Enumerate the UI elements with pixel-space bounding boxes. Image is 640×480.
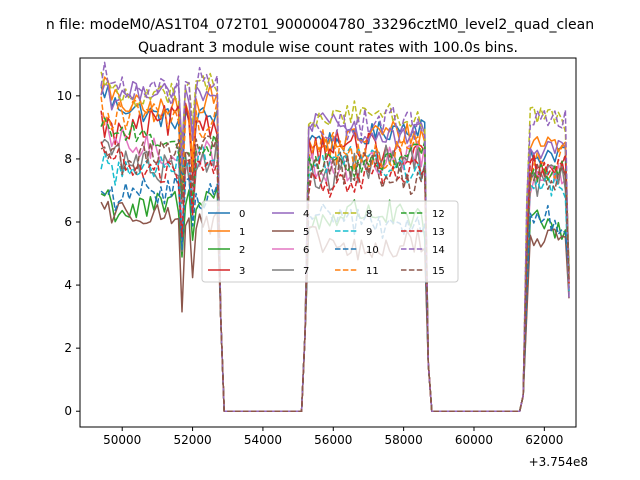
legend-label-15: 15 [432,266,445,277]
series-line-15 [100,134,570,412]
legend-label-10: 10 [366,245,379,256]
plot-area: 50000 52000 54000 56000 58000 60000 62000 0 2 4 6… [57,57,577,447]
x-tick-label: 58000 [385,433,423,447]
y-tick-label: 4 [64,278,72,292]
legend-label-7: 7 [303,266,309,277]
y-tick-label: 0 [64,404,72,418]
series-line-14 [100,61,570,412]
y-tick-label: 8 [64,152,72,166]
y-tick-label: 2 [64,341,72,355]
legend-label-5: 5 [303,227,309,238]
legend-label-1: 1 [239,227,245,238]
chart-title: Quadrant 3 module wise count rates with … [138,40,518,56]
x-tick-label: 62000 [525,433,563,447]
legend-label-8: 8 [366,209,372,220]
y-tick-label: 6 [64,215,72,229]
x-tick-label: 56000 [314,433,352,447]
legend-label-4: 4 [303,209,309,220]
x-axis-ticks: 50000 52000 54000 56000 58000 60000 62000 [103,427,563,447]
legend-label-9: 9 [366,227,372,238]
legend-label-13: 13 [432,227,445,238]
x-tick-label: 52000 [173,433,211,447]
legend-label-3: 3 [239,266,245,277]
legend-label-12: 12 [432,209,445,220]
legend-label-14: 14 [432,245,445,256]
x-tick-label: 60000 [455,433,493,447]
series-group [100,61,570,412]
y-axis-ticks: 0 2 4 6 8 10 [57,89,80,418]
x-tick-label: 54000 [244,433,282,447]
legend-label-11: 11 [366,266,379,277]
legend-label-0: 0 [239,209,245,220]
legend-frame [201,200,459,283]
x-tick-label: 50000 [103,433,141,447]
figure-suptitle: n file: modeM0/AS1T04_072T01_9000004780_… [46,17,594,33]
legend-label-2: 2 [239,245,245,256]
axes-frame [79,57,577,428]
legend-label-6: 6 [303,245,309,256]
x-axis-offset-label: +3.754e8 [529,455,588,469]
y-tick-label: 10 [57,89,72,103]
